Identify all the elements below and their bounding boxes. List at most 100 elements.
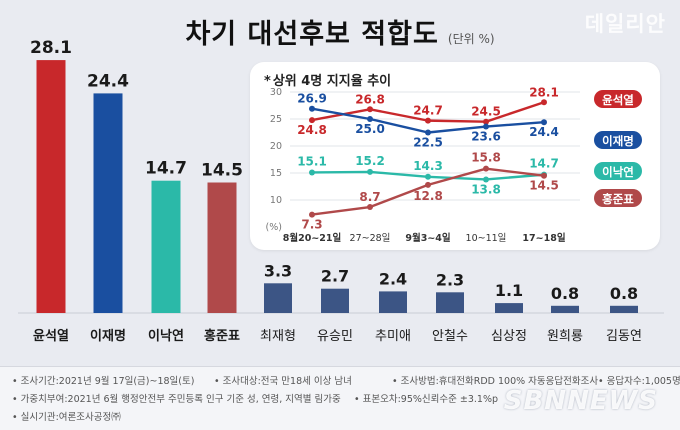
inset-title-text: 상위 4명 지지율 추이 [272,74,392,89]
bar-value-label: 0.8 [610,284,638,303]
point-value-label: 24.7 [413,104,443,118]
bar-value-label: 0.8 [551,284,579,303]
data-point [367,204,373,211]
point-value-label: 14.5 [529,179,559,193]
point-value-label: 25.0 [355,122,385,136]
data-point [309,169,315,176]
point-value-label: 7.3 [301,218,322,232]
x-tick-label: 27~28일 [350,233,391,244]
point-value-label: 24.8 [297,123,327,137]
x-tick-label: 17~18일 [522,232,565,244]
unit-label: (단위 %) [447,32,495,46]
y-tick-label: 20 [270,141,282,152]
bar-1 [36,60,66,313]
candidate-label: 최재형 [260,329,296,344]
legend-label: 이재명 [602,134,634,148]
point-value-label: 26.8 [355,92,385,106]
note-weighting: • 가중치부여:2021년 6월 행정안전부 주민등록 인구 기준 성, 연령,… [12,394,341,405]
survey-notes: • 조사기간:2021년 9월 17일(금)~18일(토) • 조사대상:전국 … [0,366,680,430]
candidate-label: 이낙연 [148,328,184,344]
note-method: • 조사방법:휴대전화RDD 100% 자동응답전화조사 [392,376,599,387]
x-tick-label: 8월20~21일 [283,232,342,244]
chart-title: 차기 대선후보 적합도 [185,19,439,50]
candidate-label: 유승민 [317,329,353,344]
point-value-label: 28.1 [529,85,559,99]
y-tick-label: 15 [270,168,282,179]
bar-value-label: 24.4 [87,71,129,91]
data-point [541,119,547,126]
data-point [309,105,315,112]
bar-10 [551,305,579,313]
data-point [541,99,547,106]
point-value-label: 14.7 [529,157,559,171]
legend-label: 홍준표 [602,192,634,206]
data-point [367,106,373,113]
legend-badge [594,162,642,180]
watermark-logo: 데일리안 [584,12,666,36]
data-point [425,181,431,188]
candidate-label: 심상정 [491,329,527,344]
note-target: • 조사대상:전국 만18세 이상 남녀 [214,376,352,387]
point-value-label: 24.4 [529,125,559,139]
data-point [367,168,373,175]
note-agency: • 실시기관:여론조사공정㈜ [12,412,121,423]
point-value-label: 8.7 [359,190,380,204]
y-tick-label: 30 [270,87,282,98]
legend-label: 윤석열 [602,93,634,107]
bar-5 [264,283,292,313]
legend-badge [594,90,642,108]
bar-value-label: 2.7 [321,267,349,286]
bar-3 [151,180,181,313]
point-value-label: 14.3 [413,159,443,173]
note-period: • 조사기간:2021년 9월 17일(금)~18일(토) [12,376,195,387]
bar-chart: 28.1 윤석열 24.4 이재명 14.7 이낙연 14.5 홍준표 3.3 최재형 2.7 유승민… [18,38,664,344]
bar-value-label: 28.1 [30,38,72,58]
data-point [309,117,315,124]
point-value-label: 24.5 [471,105,501,119]
candidate-label: 원희룡 [547,329,583,344]
data-point [483,165,489,172]
y-tick-label: (%) [266,222,282,233]
data-point [541,172,547,179]
bar-4 [207,182,237,313]
legend-label: 이낙연 [602,165,634,179]
data-point [425,117,431,124]
candidate-label: 홍준표 [204,328,240,344]
bar-value-label: 14.7 [145,159,187,179]
point-value-label: 15.2 [355,154,385,168]
note-error: • 표본오차:95%신뢰수준 ±3.1%p [354,394,499,405]
point-value-label: 13.8 [471,182,501,196]
candidate-label: 윤석열 [33,328,69,344]
data-point [425,129,431,136]
y-tick-label: 10 [270,195,282,206]
candidate-label: 김동연 [606,329,642,344]
trend-inset-panel: (%) 10 15 20 25 30 8월20~21일 27~28일 9월3~4일 10~11일 1… [250,62,660,250]
x-tick-label: 9월3~4일 [405,232,451,244]
bar-6 [321,288,349,313]
data-point [425,173,431,180]
data-point [367,116,373,122]
candidate-label: 이재명 [90,328,126,344]
legend-badge [594,189,642,207]
point-value-label: 26.9 [297,92,327,106]
candidate-label: 추미애 [375,329,411,344]
data-point [309,211,315,218]
candidate-label: 안철수 [432,329,468,344]
chart-header: 차기 대선후보 적합도 (단위 %) [0,12,680,51]
bar-value-label: 2.3 [436,270,464,289]
bar-value-label: 3.3 [264,261,292,280]
brand-watermark: SBNNEWS [503,386,658,416]
point-value-label: 23.6 [471,130,501,144]
y-tick-label: 25 [270,114,282,125]
point-value-label: 12.8 [413,189,443,203]
legend-badge [594,131,642,149]
bar-9 [495,303,523,313]
x-tick-label: 10~11일 [466,233,507,244]
inset-title: * 상위 4명 지지율 추이 [264,74,392,89]
point-value-label: 22.5 [413,136,443,150]
bar-value-label: 1.1 [495,281,523,300]
bar-8 [436,292,464,313]
data-point [483,123,489,130]
note-respondents: • 응답자수:1,005명 [598,376,680,387]
data-point [483,176,489,183]
